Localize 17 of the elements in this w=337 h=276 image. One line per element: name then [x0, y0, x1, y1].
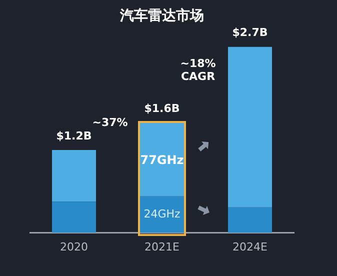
annotation: $1.2B — [56, 129, 92, 142]
series-label: 77GHz — [140, 152, 184, 167]
annotation: ~37% — [92, 116, 128, 130]
x-tick-label: 2024E — [232, 240, 268, 254]
bar — [228, 46, 272, 208]
annotation: $1.6B — [144, 102, 180, 116]
chart-title: 汽车雷达市场 — [119, 7, 204, 24]
annotation: ~18% CAGR — [180, 57, 216, 84]
series-label: 24GHz — [144, 207, 181, 220]
bar — [140, 196, 184, 233]
x-tick-label: 2021E — [144, 240, 180, 254]
bar — [228, 207, 272, 233]
x-tick-label: 2020 — [60, 240, 88, 254]
annotation: $2.7B — [232, 26, 268, 40]
bar — [52, 150, 96, 202]
bar — [52, 202, 96, 233]
bar — [140, 122, 184, 196]
